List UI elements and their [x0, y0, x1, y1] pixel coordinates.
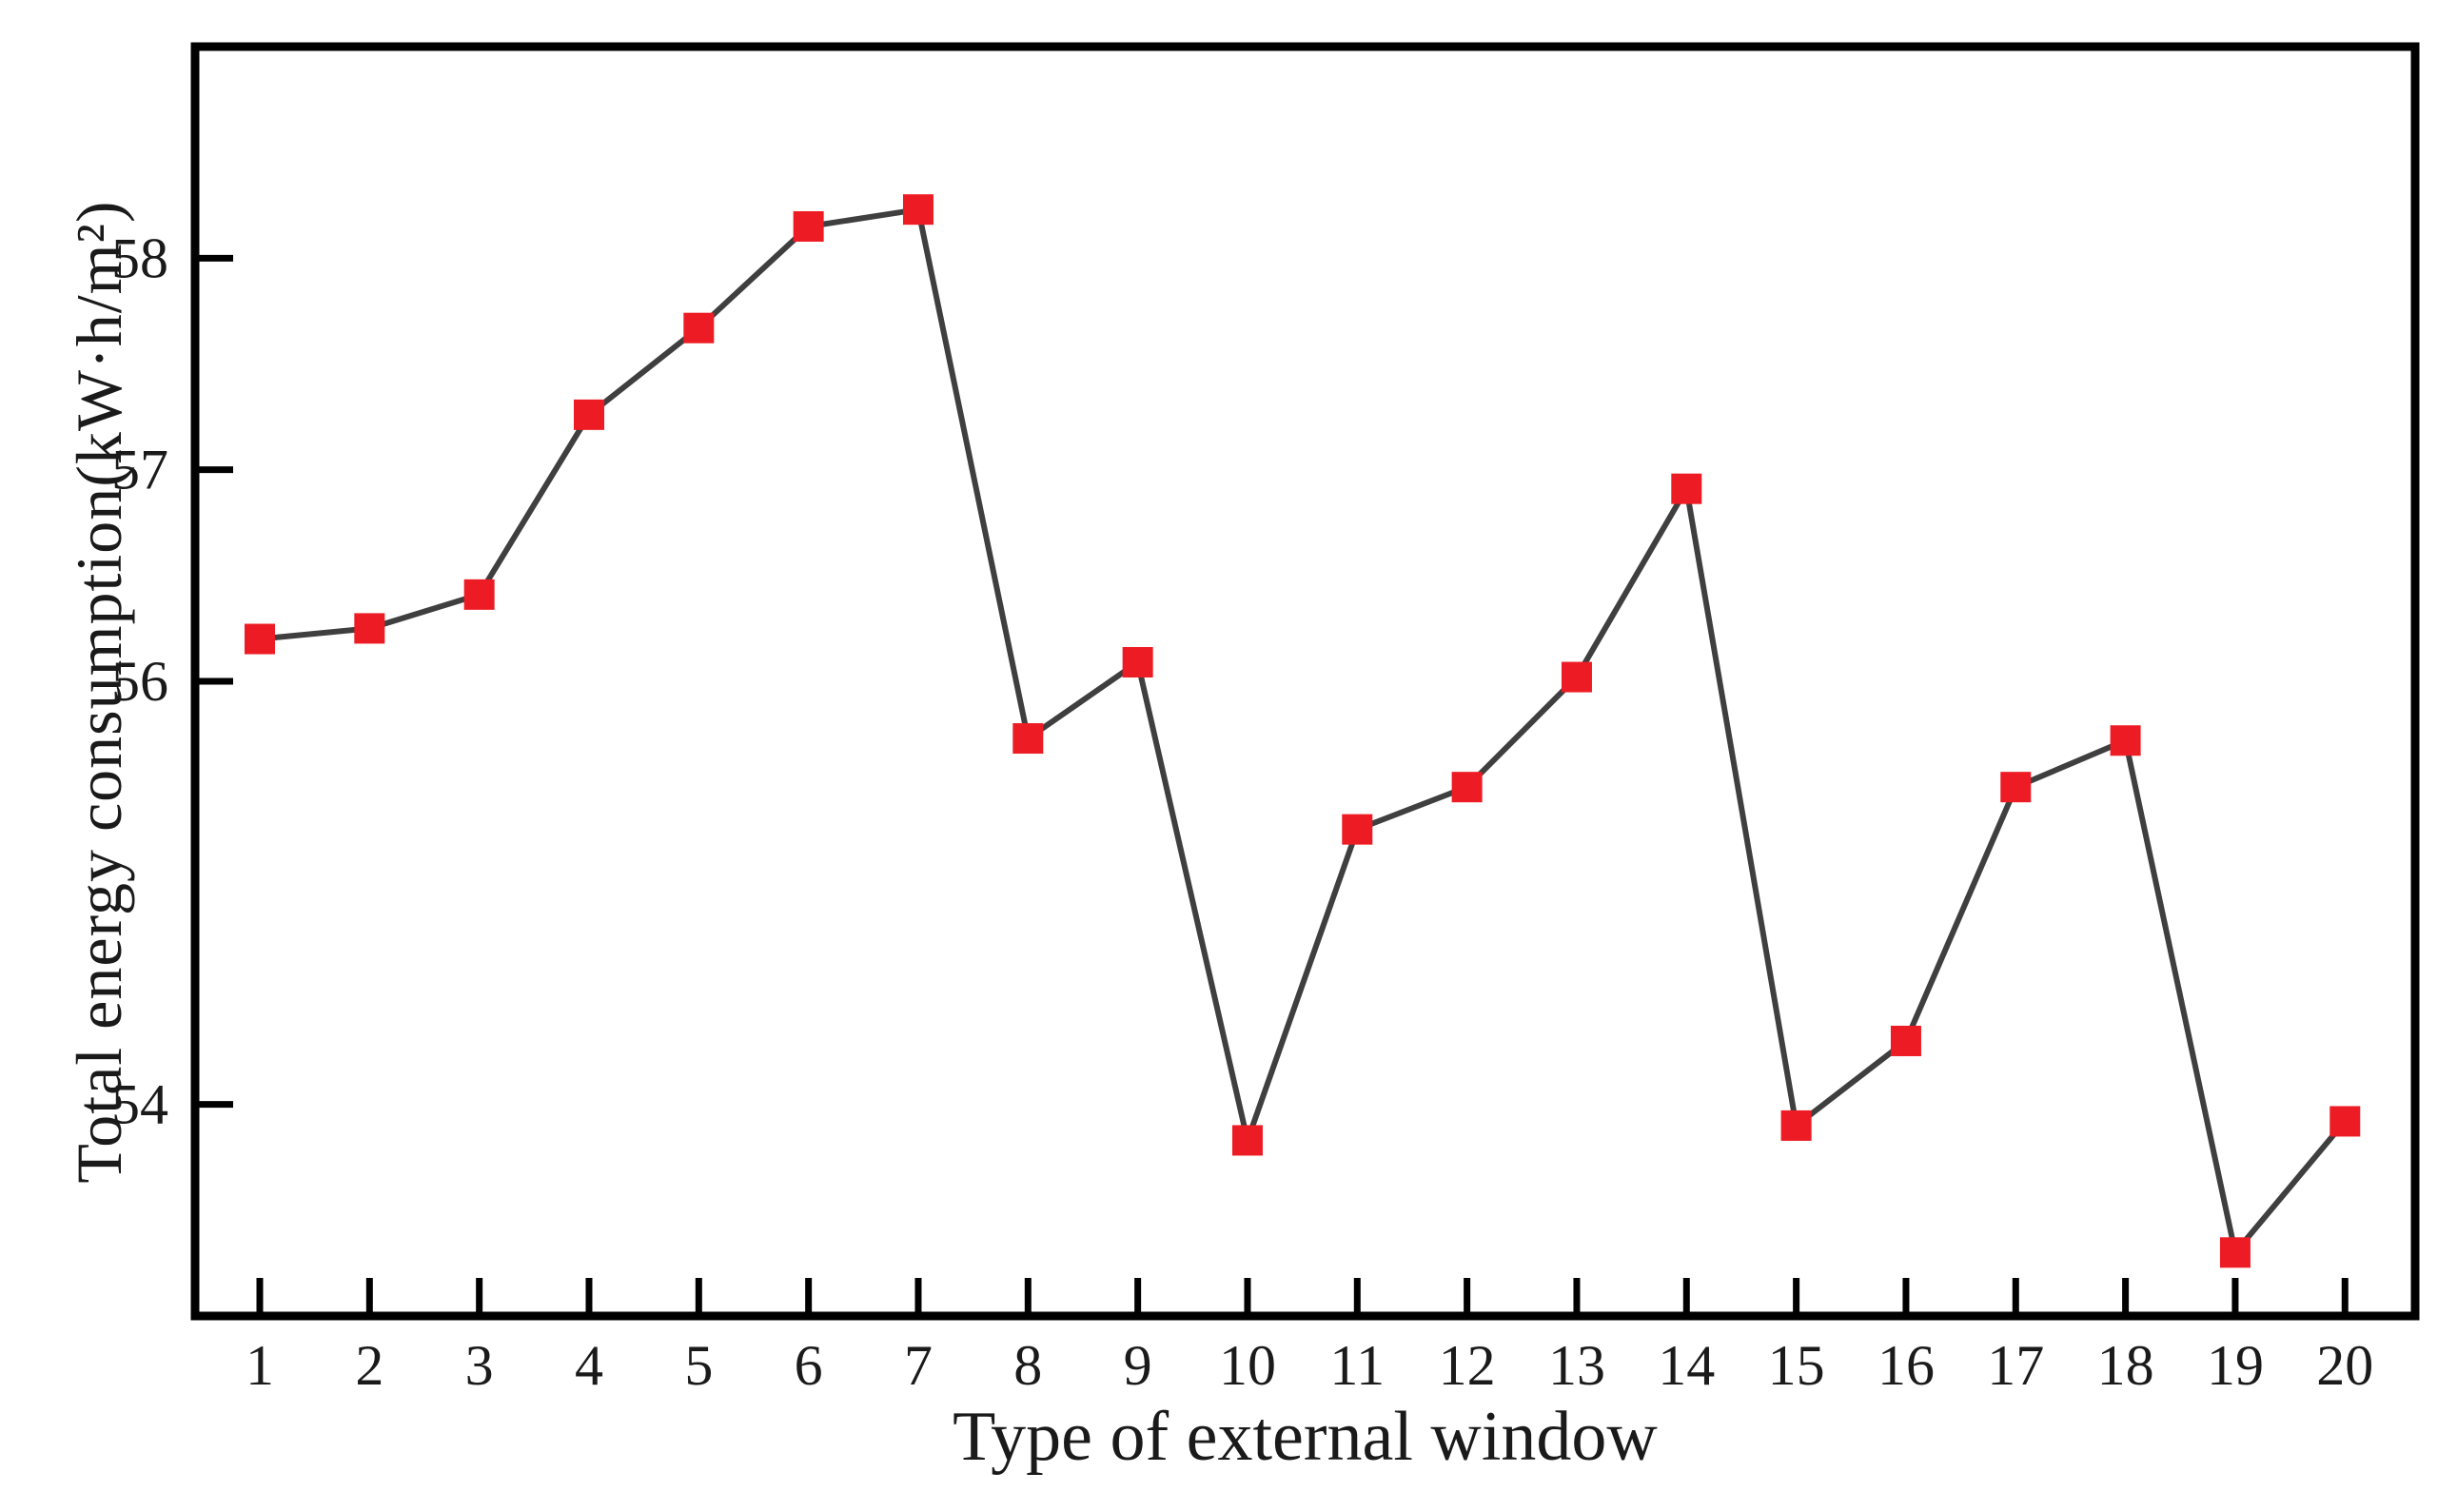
data-point-marker: [902, 194, 934, 226]
series-line: [259, 206, 2348, 1256]
data-point-marker: [245, 623, 275, 655]
x-tick-label: 5: [684, 1334, 713, 1397]
x-tick-label: 17: [1987, 1334, 2044, 1397]
data-point-marker: [793, 210, 824, 242]
data-point-marker: [1780, 1109, 1812, 1141]
x-tick-label: 8: [1013, 1334, 1042, 1397]
data-point-marker: [2219, 1237, 2251, 1268]
x-tick-label: 2: [355, 1334, 383, 1397]
y-axis-title: Total energy consumption(kW·h/m²): [63, 200, 135, 1184]
x-tick-label: 1: [246, 1334, 274, 1397]
data-point-marker: [354, 613, 385, 644]
x-tick-label: 11: [1329, 1334, 1385, 1397]
x-tick-label: 13: [1548, 1334, 1605, 1397]
data-point-marker: [2000, 772, 2032, 803]
x-tick-label: 6: [795, 1334, 823, 1397]
x-tick-label: 7: [904, 1334, 933, 1397]
data-point-marker: [2329, 1106, 2361, 1137]
data-point-marker: [1890, 1025, 1921, 1056]
x-tick-label: 19: [2207, 1334, 2264, 1397]
x-tick-label: 12: [1439, 1334, 1496, 1397]
x-tick-label: 10: [1219, 1334, 1276, 1397]
x-tick-label: 16: [1877, 1334, 1935, 1397]
data-point-marker: [1122, 646, 1153, 677]
y-tick-label: 57: [111, 439, 168, 501]
x-tick-label: 14: [1658, 1334, 1715, 1397]
data-point-marker: [573, 399, 604, 430]
data-point-marker: [1231, 1125, 1263, 1156]
x-axis-title: Type of external window: [953, 1398, 1658, 1476]
data-point-marker: [1342, 814, 1373, 845]
y-tick-label: 54: [111, 1073, 168, 1136]
data-point-marker: [1012, 723, 1044, 755]
x-tick-label: 3: [465, 1334, 494, 1397]
data-point-marker: [1451, 772, 1483, 803]
plot-border: [190, 42, 2420, 1321]
data-point-marker: [1561, 661, 1592, 693]
y-tick-label: 56: [111, 650, 168, 713]
x-tick-label: 4: [575, 1334, 603, 1397]
x-tick-label: 15: [1768, 1334, 1825, 1397]
data-point-marker: [2110, 725, 2141, 756]
x-tick-label: 20: [2316, 1334, 2373, 1397]
x-tick-label: 9: [1124, 1334, 1152, 1397]
y-tick-label: 58: [111, 226, 168, 289]
x-tick-label: 18: [2097, 1334, 2154, 1397]
data-point-marker: [1671, 473, 1702, 504]
data-point-marker: [683, 312, 715, 344]
data-point-marker: [463, 579, 495, 610]
